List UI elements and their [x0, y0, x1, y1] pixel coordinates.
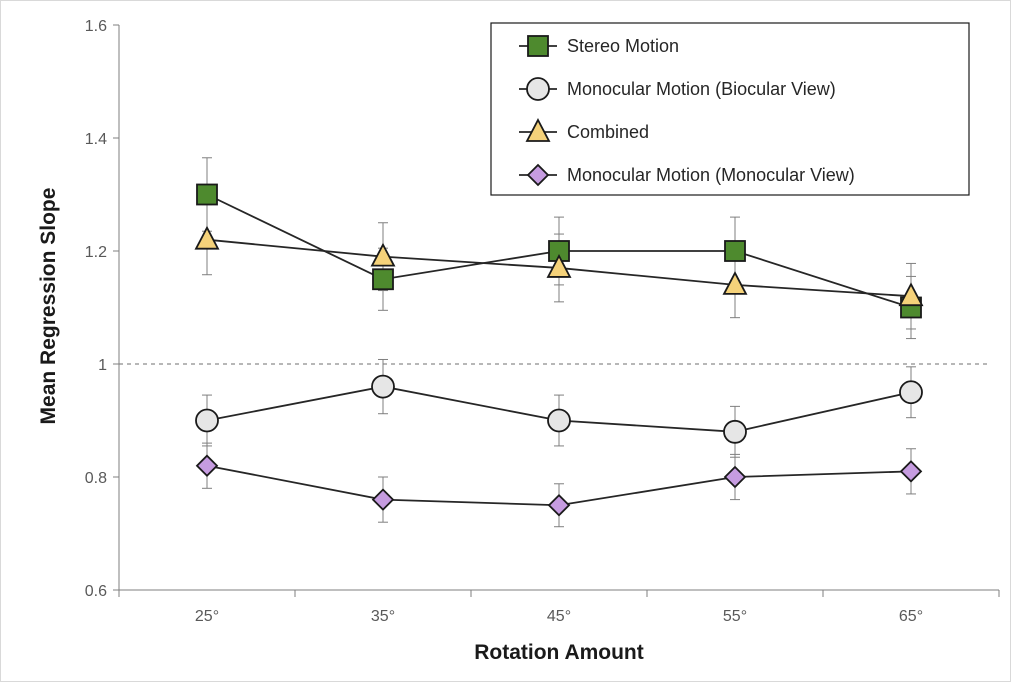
error-bars — [202, 157, 916, 528]
legend-marker-triangle — [525, 118, 551, 142]
x-tick-label: 45° — [547, 608, 571, 625]
legend-label: Monocular Motion (Biocular View) — [567, 79, 836, 99]
data-point-triangle — [722, 270, 748, 295]
data-point-triangle — [546, 254, 572, 278]
legend-label: Combined — [567, 122, 649, 142]
legend: Stereo Motion Monocular Motion (Biocular … — [490, 22, 970, 196]
legend-label: Monocular Motion (Monocular View) — [567, 165, 855, 185]
y-tick-label: 1.6 — [85, 18, 107, 35]
y-tick-label: 1 — [98, 357, 107, 374]
x-tick-label: 65° — [899, 608, 923, 625]
legend-marker-circle — [526, 77, 550, 101]
y-tick-label: 1.2 — [85, 244, 107, 261]
x-tick-label: 35° — [371, 608, 395, 625]
data-point-circle — [195, 408, 219, 433]
data-point-circle — [899, 380, 923, 405]
legend-marker-square — [527, 35, 549, 57]
x-tick-label: 55° — [723, 608, 747, 625]
x-axis-title: Rotation Amount — [474, 641, 644, 664]
legend-box — [490, 22, 970, 196]
y-tick-label: 1.4 — [85, 131, 107, 148]
y-tick-label: 0.6 — [85, 583, 107, 600]
data-point-triangle — [898, 282, 924, 307]
data-point-circle — [723, 419, 747, 444]
y-axis-title: Mean Regression Slope — [37, 188, 60, 425]
y-tick-label: 0.8 — [85, 470, 107, 487]
data-point-diamond — [195, 454, 219, 477]
legend-label: Stereo Motion — [567, 36, 679, 56]
data-point-triangle — [194, 225, 220, 250]
data-point-diamond — [371, 488, 395, 511]
data-point-square — [724, 240, 746, 262]
x-tick-label: 25° — [195, 608, 219, 625]
data-point-diamond — [723, 465, 747, 489]
data-point-square — [196, 183, 218, 206]
data-point-circle — [547, 408, 571, 433]
legend-marker-diamond — [526, 163, 550, 187]
data-point-square — [372, 268, 394, 291]
data-point-diamond — [899, 460, 923, 483]
data-point-diamond — [547, 493, 571, 517]
series-markers — [194, 183, 924, 517]
data-point-triangle — [370, 242, 396, 267]
data-point-circle — [371, 374, 395, 399]
axes: 0.6 0.8 1 1.2 1.4 1.6 25° 35° 45° 55° 65° — [85, 18, 1000, 625]
